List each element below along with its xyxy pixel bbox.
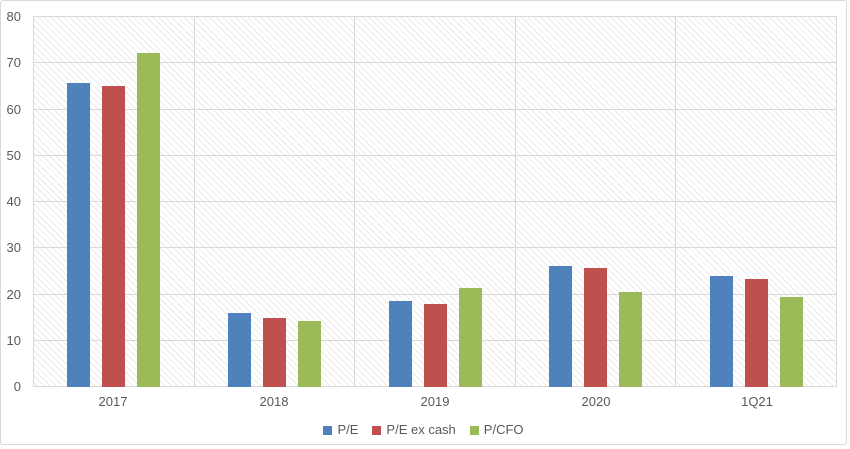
legend-swatch-icon [469, 425, 479, 435]
bar-p-e-ex-cash-2017 [102, 86, 125, 387]
y-tick-label: 70 [6, 55, 21, 70]
h-gridline [33, 247, 837, 248]
bar-p-e-2019 [389, 301, 412, 387]
y-tick-label: 0 [13, 379, 21, 394]
x-tick-label: 2018 [259, 394, 289, 409]
legend-label: P/E ex cash [386, 422, 456, 437]
v-gridline [33, 16, 34, 387]
bar-p-cfo-1q21 [780, 297, 803, 387]
bar-p-e-ex-cash-2020 [584, 268, 607, 387]
y-axis: 0 10 20 30 40 50 60 70 80 [1, 10, 27, 394]
plot-area [33, 16, 837, 387]
y-tick-label: 80 [6, 9, 21, 24]
legend-label: P/CFO [483, 422, 524, 437]
bar-p-cfo-2017 [137, 53, 160, 387]
x-tick-label: 2020 [581, 394, 611, 409]
legend-swatch-icon [323, 425, 333, 435]
legend-swatch-icon [372, 425, 382, 435]
bar-p-e-2018 [228, 313, 251, 387]
v-gridline [194, 16, 195, 387]
legend-item: P/CFO [469, 422, 524, 437]
y-tick-label: 20 [6, 287, 21, 302]
bar-p-e-2020 [549, 266, 572, 387]
bar-p-e-ex-cash-2019 [424, 304, 447, 387]
legend-item: P/E [323, 423, 358, 437]
bar-p-e-ex-cash-1q21 [745, 279, 768, 387]
v-gridline [515, 16, 516, 387]
h-gridline [33, 109, 837, 110]
x-axis: 2017 2018 2019 2020 1Q21 [33, 394, 837, 412]
h-gridline [33, 155, 837, 156]
bar-p-e-ex-cash-2018 [263, 318, 286, 387]
y-tick-label: 50 [6, 148, 21, 163]
h-gridline [33, 62, 837, 63]
y-tick-label: 60 [6, 102, 21, 117]
y-tick-label: 40 [6, 194, 21, 209]
bar-p-cfo-2018 [298, 321, 321, 387]
x-tick-label: 1Q21 [741, 394, 773, 409]
bar-p-e-1q21 [710, 276, 733, 387]
legend-item: P/E ex cash [372, 422, 456, 437]
v-gridline [354, 16, 355, 387]
v-gridline [836, 16, 837, 387]
x-tick-label: 2017 [98, 394, 128, 409]
y-tick-label: 10 [6, 333, 21, 348]
legend-label: P/E [337, 422, 359, 437]
v-gridline [675, 16, 676, 387]
h-gridline [33, 294, 837, 295]
h-gridline [33, 201, 837, 202]
legend: P/E P/E ex cash P/CFO [1, 421, 846, 439]
x-tick-label: 2019 [420, 394, 450, 409]
bar-p-cfo-2019 [459, 288, 482, 387]
y-tick-label: 30 [6, 240, 21, 255]
h-gridline [33, 16, 837, 17]
bar-p-e-2017 [67, 83, 90, 387]
bar-p-cfo-2020 [619, 292, 642, 387]
